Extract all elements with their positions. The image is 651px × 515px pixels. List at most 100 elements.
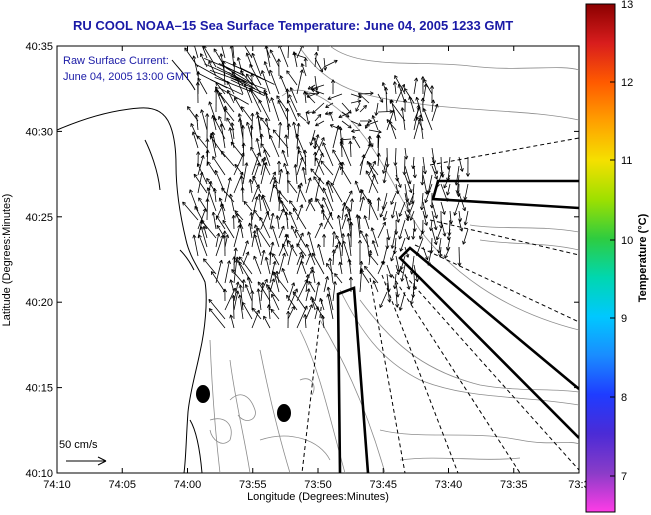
current-vector [230, 75, 267, 90]
radial-line [429, 219, 579, 256]
current-vector [253, 255, 262, 275]
colorbar-tick-label: 7 [621, 471, 627, 483]
current-vector [224, 260, 231, 284]
current-vector [328, 111, 334, 122]
x-tick-label: 74:00 [174, 479, 202, 491]
radial-lines [301, 137, 579, 473]
current-vector [278, 122, 283, 149]
current-vector [304, 91, 316, 104]
depth-contour [259, 435, 331, 461]
coastline [57, 59, 207, 473]
colorbar: 13 12 11 10 9 8 7 Temperature (°C) [585, 0, 649, 513]
coastline-path [57, 107, 207, 473]
current-vector [218, 87, 249, 105]
current-vector [205, 149, 210, 167]
current-vector [244, 284, 253, 302]
current-vector [340, 166, 352, 185]
current-vector [371, 240, 379, 257]
current-vector [255, 138, 262, 158]
current-vector [287, 240, 298, 257]
x-axis-title: Longitude (Degrees:Minutes) [247, 491, 389, 503]
current-vector [331, 249, 336, 266]
current-vector [287, 288, 298, 311]
depth-contour [469, 224, 579, 233]
current-vector [404, 228, 410, 241]
current-vector [223, 105, 228, 122]
current-vector [330, 79, 336, 95]
current-vector [216, 66, 248, 83]
current-vector [431, 103, 439, 122]
current-vector [257, 281, 271, 302]
current-vector [351, 128, 361, 133]
current-vector [386, 228, 391, 241]
current-vector [368, 253, 379, 266]
current-vector [349, 198, 355, 212]
current-vector [249, 212, 254, 230]
current-vector [287, 46, 289, 59]
current-vector [341, 213, 348, 230]
depth-contour [229, 394, 256, 421]
current-vector [264, 46, 271, 68]
current-vector [248, 179, 253, 194]
current-vector [342, 240, 352, 266]
current-vector [308, 199, 316, 212]
current-vector [190, 123, 199, 140]
current-vector [359, 196, 365, 212]
current-vector [238, 256, 253, 275]
current-vector [243, 200, 253, 212]
current-vector [208, 60, 217, 77]
current-vector [245, 121, 253, 140]
current-vector [215, 215, 226, 230]
current-vector [233, 171, 244, 194]
current-vector [305, 243, 316, 266]
legend-line1: Raw Surface Current: [63, 55, 169, 67]
current-vector [331, 231, 337, 248]
current-vector [404, 147, 409, 160]
current-vector [208, 308, 226, 329]
current-vector [223, 108, 235, 122]
current-vector [400, 264, 406, 282]
current-vector [276, 160, 282, 175]
current-vector [288, 211, 298, 230]
current-vector [263, 61, 271, 77]
x-tick-label: 73:45 [369, 479, 397, 491]
current-vector [260, 70, 271, 95]
depth-contour [209, 418, 232, 444]
current-vector [281, 267, 289, 284]
depth-contour [209, 339, 221, 473]
current-vector [446, 183, 451, 196]
current-vector [269, 176, 277, 203]
current-vector [395, 83, 406, 104]
colorbar-tick-label: 12 [621, 77, 633, 89]
current-vector [230, 122, 235, 140]
current-vector [269, 171, 277, 185]
current-vector [207, 161, 217, 176]
beam-outline [336, 286, 370, 473]
current-vector [409, 210, 415, 221]
current-vector [260, 282, 265, 302]
current-vector [377, 93, 384, 103]
current-vector [389, 99, 406, 122]
current-vector [196, 135, 208, 149]
current-vector [386, 282, 392, 303]
current-vector [395, 291, 400, 308]
radial-line [369, 277, 406, 473]
colorbar-gradient [585, 3, 616, 513]
current-vector [320, 160, 334, 176]
current-vector [314, 113, 322, 122]
current-vector [296, 251, 303, 266]
x-tick-label: 73:40 [435, 479, 463, 491]
current-vector [192, 46, 199, 59]
radial-line [301, 299, 323, 473]
current-vector [418, 118, 424, 140]
depth-contour [329, 46, 579, 71]
current-vector [341, 202, 347, 221]
current-vector [212, 188, 217, 203]
current-vector [364, 233, 370, 257]
current-vector [286, 99, 298, 122]
current-vector [382, 165, 388, 184]
current-vector [300, 63, 307, 77]
current-vector [214, 77, 252, 92]
current-vector [314, 281, 321, 302]
